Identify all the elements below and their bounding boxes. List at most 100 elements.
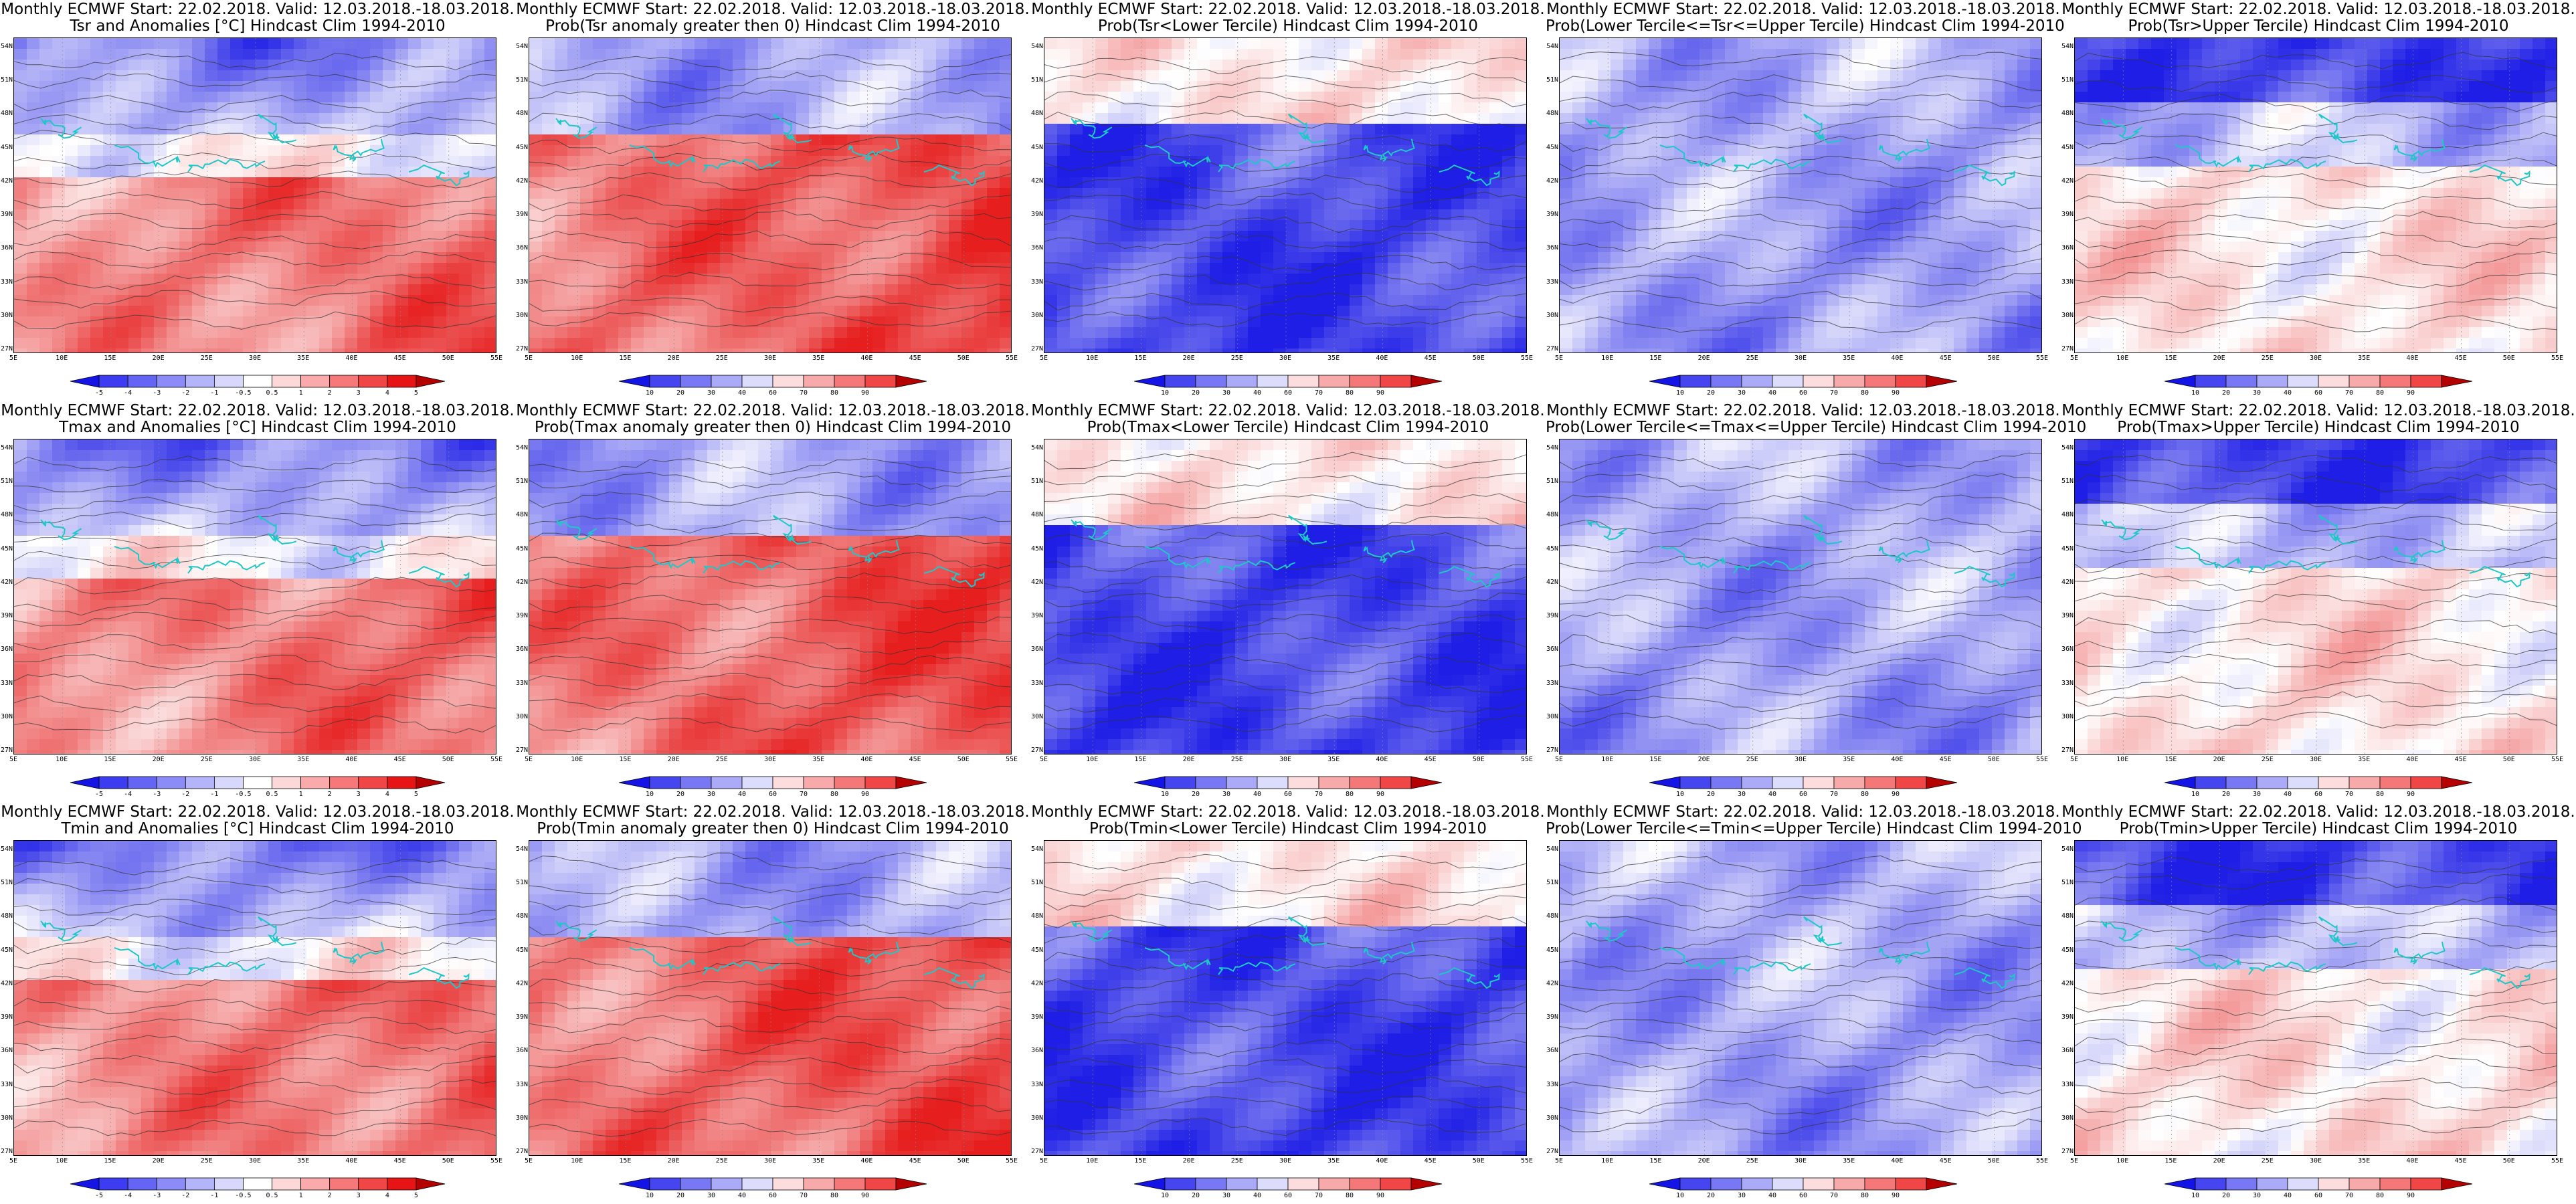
latitude-label: 42N xyxy=(1546,578,1558,586)
latitude-label: 36N xyxy=(515,244,528,252)
latitude-label: 33N xyxy=(0,679,13,687)
panel-title: Monthly ECMWF Start: 22.02.2018. Valid: … xyxy=(2061,402,2575,419)
panel-title: Monthly ECMWF Start: 22.02.2018. Valid: … xyxy=(1,803,515,821)
colorbar-label: 5 xyxy=(413,1192,418,1199)
forecast-panel: Monthly ECMWF Start: 22.02.2018. Valid: … xyxy=(515,401,1030,803)
map-field-svg xyxy=(1560,439,2041,754)
latitude-label: 39N xyxy=(1546,211,1558,219)
colorbar-label: 30 xyxy=(1737,1192,1746,1199)
colorbar xyxy=(2164,1177,2473,1191)
latitude-label: 45N xyxy=(515,143,528,151)
colorbar-swatch xyxy=(1833,776,1865,789)
colorbar-svg xyxy=(1649,1177,1958,1191)
map-field-svg xyxy=(1560,841,2041,1155)
colorbar-swatch xyxy=(185,375,215,388)
latitude-label: 30N xyxy=(2061,311,2074,319)
latitude-label: 42N xyxy=(0,979,13,987)
panel-title: Monthly ECMWF Start: 22.02.2018. Valid: … xyxy=(516,402,1030,419)
latitude-label: 48N xyxy=(515,912,528,920)
longitude-label: 20E xyxy=(1182,1157,1195,1165)
colorbar-svg xyxy=(1133,776,1443,789)
latitude-label: 30N xyxy=(1546,1114,1558,1122)
colorbar-swatch xyxy=(803,375,835,388)
longitude-label: 40E xyxy=(1891,355,1904,362)
colorbar-swatch xyxy=(243,375,272,388)
colorbar-swatch xyxy=(864,1177,897,1191)
latitude-label: 54N xyxy=(2061,845,2074,853)
latitude-label: 36N xyxy=(1030,645,1043,654)
longitude-label: 30E xyxy=(763,355,777,362)
map-area xyxy=(529,37,1012,353)
colorbar-swatch xyxy=(1318,375,1350,388)
longitude-label: 50E xyxy=(2502,756,2515,763)
map-field-svg xyxy=(529,439,1011,754)
longitude-label: 50E xyxy=(1472,1157,1485,1165)
colorbar-label: 90 xyxy=(2406,1192,2415,1199)
latitude-label: 45N xyxy=(1030,143,1043,151)
latitude-label: 45N xyxy=(1546,946,1558,954)
panel-subtitle: Tmax and Anomalies [°C] Hindcast Clim 19… xyxy=(59,419,456,436)
colorbar-swatch xyxy=(156,776,186,789)
colorbar-label: 30 xyxy=(707,1192,716,1199)
latitude-label: 36N xyxy=(515,1047,528,1055)
colorbar-label: 80 xyxy=(1860,1192,1869,1199)
forecast-panel: Monthly ECMWF Start: 22.02.2018. Valid: … xyxy=(2061,0,2576,401)
longitude-label: 40E xyxy=(2406,1157,2419,1165)
panel-subtitle: Tmin and Anomalies [°C] Hindcast Clim 19… xyxy=(61,820,454,837)
colorbar-swatch xyxy=(2287,375,2319,388)
longitude-label: 10E xyxy=(1601,756,1614,763)
longitude-label: 50E xyxy=(957,756,970,763)
longitude-label: 50E xyxy=(442,355,454,362)
latitude-label: 27N xyxy=(0,746,13,754)
latitude-label: 33N xyxy=(1030,278,1043,286)
latitude-label: 51N xyxy=(0,478,13,486)
colorbar-label: 20 xyxy=(2221,791,2231,798)
colorbar-label: -3 xyxy=(153,389,161,397)
longitude-label: 35E xyxy=(2358,756,2371,763)
map-field-svg xyxy=(1044,439,1526,754)
colorbar-swatch xyxy=(1864,776,1896,789)
longitude-label: 50E xyxy=(1472,756,1485,763)
map-field-svg xyxy=(2075,38,2557,353)
colorbar-swatch xyxy=(1741,776,1773,789)
panel-title: Monthly ECMWF Start: 22.02.2018. Valid: … xyxy=(1,1,515,18)
colorbar-swatch xyxy=(1710,375,1742,388)
colorbar-label: 0.5 xyxy=(266,1192,278,1199)
longitude-label: 5E xyxy=(2069,756,2079,763)
colorbar-svg xyxy=(1649,776,1958,789)
colorbar-swatch xyxy=(1803,1177,1835,1191)
latitude-label: 51N xyxy=(2061,879,2074,887)
latitude-label: 30N xyxy=(1030,712,1043,720)
latitude-label: 33N xyxy=(1030,1080,1043,1088)
map-area xyxy=(529,840,1012,1156)
map-field-svg xyxy=(2075,841,2557,1155)
colorbar-swatch xyxy=(243,776,272,789)
colorbar-swatch xyxy=(803,1177,835,1191)
latitude-label: 33N xyxy=(2061,679,2074,687)
latitude-label: 27N xyxy=(1030,345,1043,353)
colorbar-swatch xyxy=(741,776,773,789)
map-area xyxy=(1559,840,2042,1156)
longitude-label: 30E xyxy=(763,756,777,763)
longitude-label: 40E xyxy=(1376,756,1388,763)
colorbar-swatch xyxy=(618,375,650,388)
colorbar-label: 20 xyxy=(2221,389,2231,397)
longitude-label: 35E xyxy=(812,1157,825,1165)
colorbar-label: 70 xyxy=(1829,791,1839,798)
latitude-label: 39N xyxy=(1030,612,1043,620)
colorbar-swatch xyxy=(834,375,866,388)
colorbar-label: 30 xyxy=(2252,791,2262,798)
longitude-label: 55E xyxy=(2551,756,2564,763)
map-field-svg xyxy=(14,841,496,1155)
colorbar-label: 0.5 xyxy=(266,389,278,397)
colorbar-label: 90 xyxy=(860,1192,870,1199)
colorbar-label: 10 xyxy=(1160,389,1170,397)
latitude-label: 30N xyxy=(1546,712,1558,720)
colorbar-label: 20 xyxy=(1706,389,1716,397)
longitude-label: 45E xyxy=(2454,1157,2467,1165)
colorbar-label: 70 xyxy=(799,1192,808,1199)
longitude-label: 10E xyxy=(2116,756,2129,763)
longitude-label: 10E xyxy=(56,1157,68,1165)
longitude-label: 35E xyxy=(1327,355,1340,362)
colorbar-label: 10 xyxy=(2191,389,2200,397)
